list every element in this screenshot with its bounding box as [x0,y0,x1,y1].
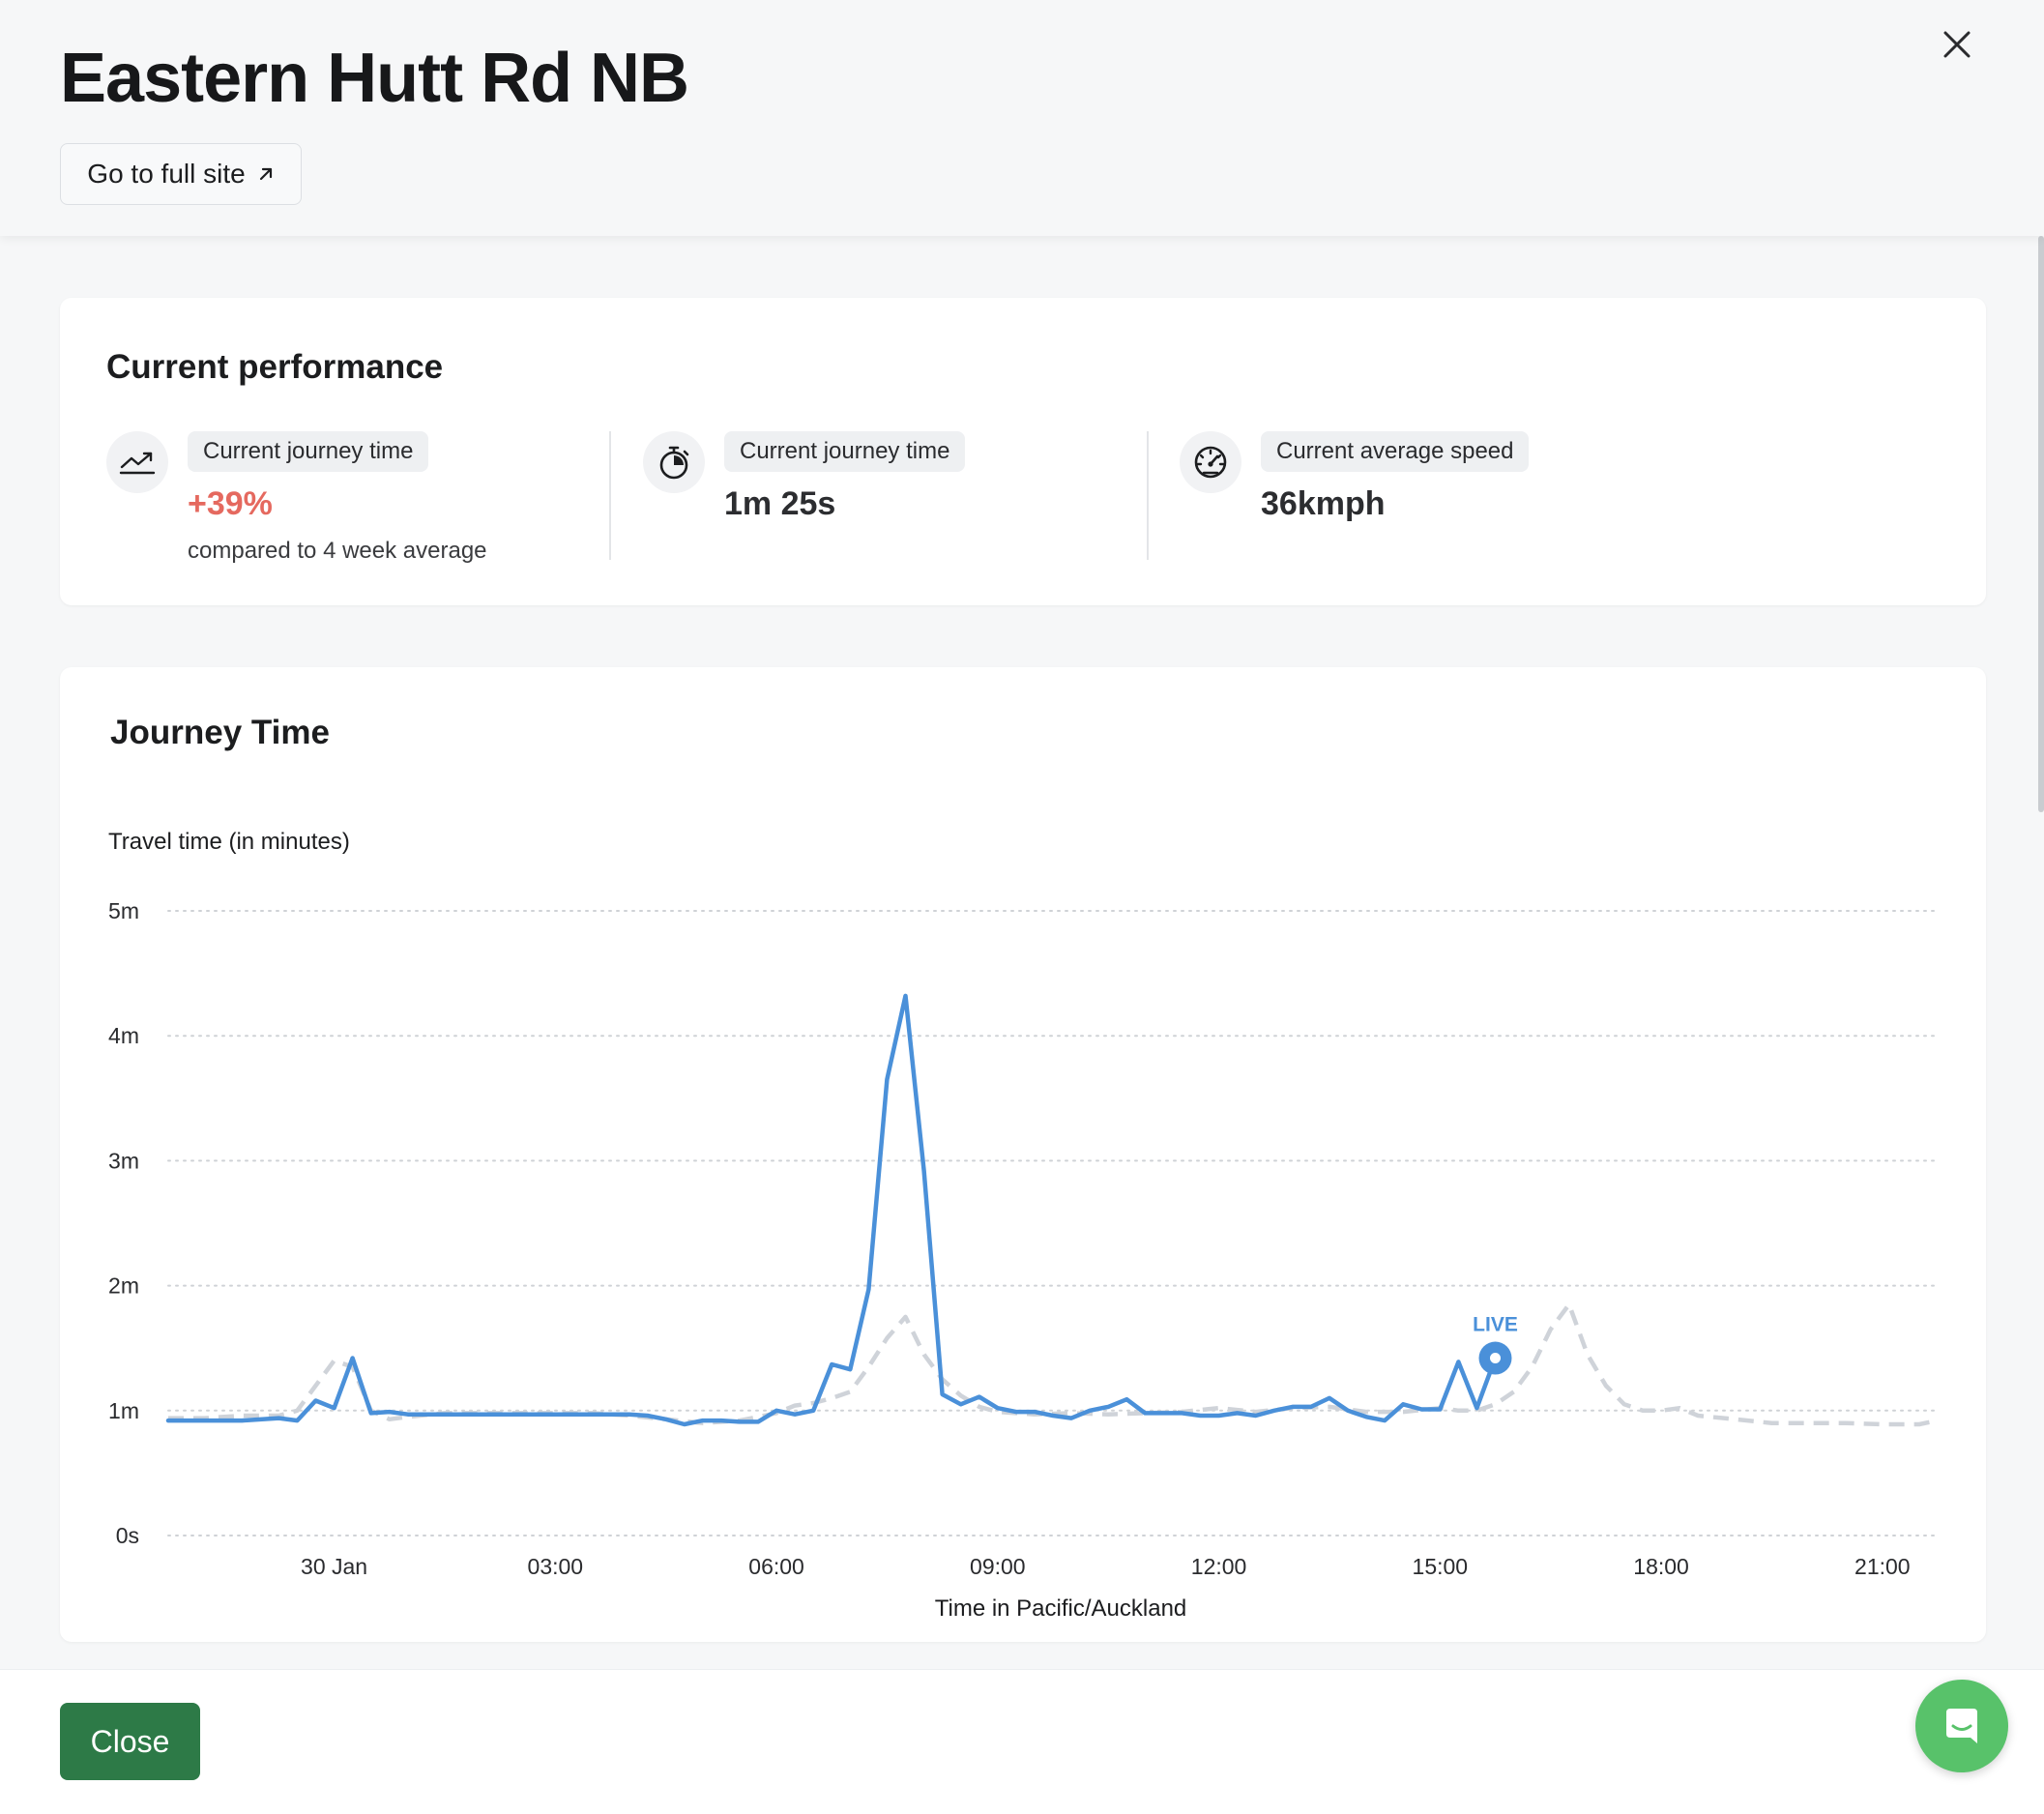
metric-journey-time-change: Current journey time +39% compared to 4 … [60,431,597,564]
current-performance-card: Current performance Current journey time… [60,298,1986,605]
metric-label: Current average speed [1261,431,1530,472]
y-tick-label: 2m [108,1273,139,1299]
close-icon[interactable] [1936,23,1978,66]
metric-value: 36kmph [1261,485,1386,522]
panel-header: Eastern Hutt Rd NB Go to full site [0,0,2044,236]
x-tick-label: 15:00 [1413,1554,1469,1579]
y-tick-label: 4m [108,1023,139,1048]
average-journey-time-line [168,1302,1939,1427]
x-tick-label: 18:00 [1633,1554,1689,1579]
chat-launcher-button[interactable] [1915,1680,2008,1772]
divider [1147,431,1149,560]
metric-subtext: compared to 4 week average [188,538,487,564]
x-tick-label: 06:00 [748,1554,804,1579]
live-label: LIVE [1473,1314,1518,1336]
scrollbar[interactable] [2038,236,2044,812]
metric-value: 1m 25s [724,485,836,522]
current-journey-time-line [165,993,1498,1427]
y-tick-label: 0s [116,1523,139,1548]
speedometer-icon [1180,431,1241,493]
external-link-icon [259,167,272,181]
journey-time-chart[interactable]: Travel time (in minutes) 0s 1m 2m 3m 4m 5m 30 J… [60,667,1986,1642]
metric-value: +39% [188,485,273,522]
go-to-full-site-label: Go to full site [87,159,246,189]
journey-time-title: Journey Time [110,714,330,751]
x-tick-label: 03:00 [528,1554,584,1579]
y-tick-label: 3m [108,1148,139,1173]
close-button[interactable]: Close [60,1703,200,1780]
trend-up-icon [106,431,168,493]
x-tick-label: 30 Jan [301,1554,367,1579]
x-tick-label: 12:00 [1191,1554,1247,1579]
chat-icon [1946,1709,1977,1743]
panel-footer: Close [0,1669,2044,1814]
stopwatch-icon [643,431,705,493]
go-to-full-site-button[interactable]: Go to full site [60,143,302,205]
x-tick-label: 09:00 [970,1554,1026,1579]
metric-average-speed: Current average speed 36kmph [1133,431,1670,562]
x-axis-label: Time in Pacific/Auckland [935,1595,1187,1622]
y-tick-label: 1m [108,1398,139,1423]
current-performance-title: Current performance [106,348,444,386]
divider [609,431,611,560]
y-axis-label: Travel time (in minutes) [108,829,350,855]
metric-label: Current journey time [724,431,966,472]
metric-journey-time: Current journey time 1m 25s [597,431,1133,562]
x-tick-label: 21:00 [1854,1554,1911,1579]
live-marker-center [1490,1353,1501,1364]
journey-time-card: Journey Time Travel time (in minutes) 0s 1… [60,667,1986,1642]
metric-label: Current journey time [188,431,429,472]
page-title: Eastern Hutt Rd NB [60,40,689,117]
y-tick-label: 5m [108,898,139,923]
